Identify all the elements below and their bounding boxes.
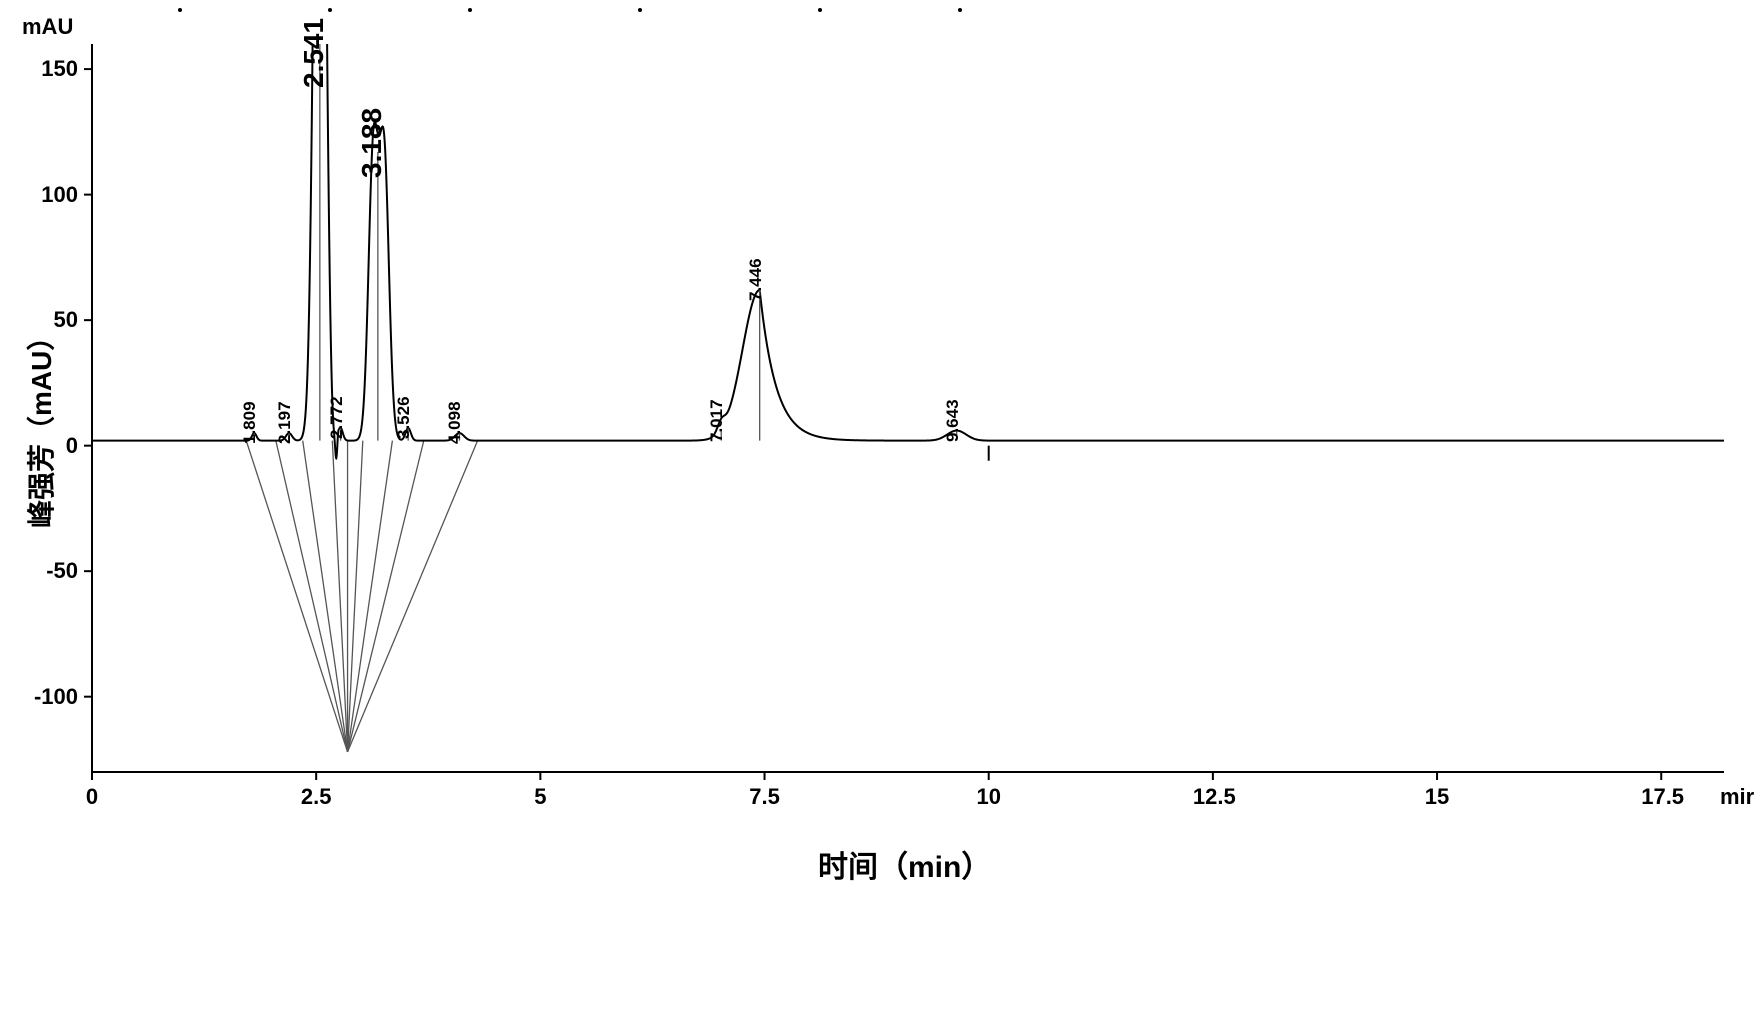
peak-label: 7.446 — [746, 258, 766, 301]
x-tick-label: 2.5 — [296, 784, 336, 810]
peak-label: 3.526 — [394, 397, 414, 440]
x-unit-label: mir — [1720, 784, 1754, 810]
peak-label: 7.017 — [707, 399, 727, 442]
peak-label: 9.643 — [943, 399, 963, 442]
peak-label: 2.772 — [327, 397, 347, 440]
y-tick-label: 100 — [0, 182, 78, 208]
peak-label: 2.197 — [275, 402, 295, 445]
peak-label: 4.098 — [445, 402, 465, 445]
chromatogram-trace — [92, 0, 1724, 459]
y-unit-label: mAU — [22, 14, 73, 40]
y-tick-label: -50 — [0, 558, 78, 584]
peak-label: 2.541 — [298, 18, 330, 88]
x-tick-label: 5 — [520, 784, 560, 810]
x-tick-label: 17.5 — [1641, 784, 1681, 810]
x-axis-title: 时间（min） — [818, 842, 991, 886]
peak-label: 1.809 — [240, 402, 260, 445]
x-tick-label: 0 — [72, 784, 112, 810]
y-axis-title: 峰强芳（mAU） — [20, 323, 60, 528]
y-tick-label: -100 — [0, 684, 78, 710]
x-tick-label: 12.5 — [1193, 784, 1233, 810]
peak-label: 3.188 — [356, 108, 388, 178]
x-tick-label: 7.5 — [745, 784, 785, 810]
x-tick-label: 15 — [1417, 784, 1457, 810]
y-tick-label: 150 — [0, 56, 78, 82]
x-tick-label: 10 — [969, 784, 1009, 810]
